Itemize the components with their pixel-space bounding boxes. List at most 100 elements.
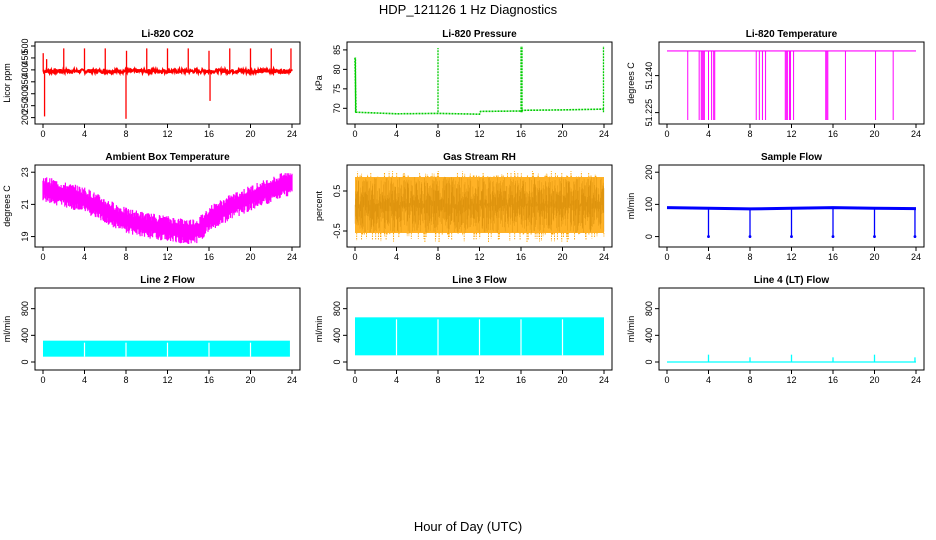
panel-line2: Line 2 Flow ml/min 0 4 8 12 16 20 24 0 400 800 — [2, 275, 301, 385]
x-tick-label: 16 — [828, 129, 838, 139]
y-tick-label: 0.5 — [332, 185, 342, 198]
x-tick-label: 16 — [516, 252, 526, 262]
figure-title: HDP_121126 1 Hz Diagnostics — [378, 2, 558, 17]
x-tick-label: 4 — [394, 375, 399, 385]
x-tick-label: 4 — [706, 129, 711, 139]
y-tick-label: 200 — [644, 165, 654, 180]
y-tick-label: 70 — [332, 103, 342, 113]
x-tick-label: 12 — [162, 252, 172, 262]
series-rh — [354, 171, 605, 243]
x-tick-label: 8 — [123, 252, 128, 262]
y-axis-label: degrees C — [626, 62, 636, 104]
x-tick-label: 8 — [435, 252, 440, 262]
panel-title: Li-820 CO2 — [141, 29, 194, 40]
y-axis-label: ml/min — [626, 316, 636, 343]
x-tick-label: 20 — [869, 129, 879, 139]
flow-band — [43, 340, 290, 357]
x-tick-label: 24 — [287, 252, 297, 262]
x-tick-label: 16 — [828, 252, 838, 262]
y-axis-label: ml/min — [314, 316, 324, 343]
y-tick-label: 500 — [20, 38, 30, 53]
panel-pressure: Li-820 Pressure kPa 0 4 8 12 16 20 24 70 75 80 85 — [314, 29, 613, 139]
x-tick-label: 12 — [162, 129, 172, 139]
x-tick-label: 16 — [204, 129, 214, 139]
sample-flow-dip-point — [790, 235, 793, 238]
panel-rh: Gas Stream RH percent 0 4 8 12 16 20 24 -0.5 0.5 — [314, 152, 613, 262]
y-tick-label: 400 — [644, 328, 654, 343]
sample-flow-dip-point — [913, 235, 917, 238]
x-tick-label: 16 — [516, 129, 526, 139]
x-tick-label: 8 — [747, 252, 752, 262]
x-tick-label: 0 — [40, 375, 45, 385]
panel-co2: Li-820 CO2 Licor ppm 0 4 8 12 16 20 24 2002503003… — [2, 29, 301, 139]
x-tick-label: 0 — [352, 252, 357, 262]
x-tick-label: 20 — [557, 129, 567, 139]
x-tick-label: 4 — [82, 252, 87, 262]
x-tick-label: 24 — [599, 252, 609, 262]
x-tick-label: 24 — [287, 129, 297, 139]
y-tick-label: 800 — [644, 301, 654, 316]
y-axis-label: percent — [314, 190, 324, 221]
x-tick-label: 0 — [40, 252, 45, 262]
x-tick-label: 20 — [869, 252, 879, 262]
x-tick-label: 8 — [123, 375, 128, 385]
y-tick-label: 800 — [20, 301, 30, 316]
panel-line4: Line 4 (LT) Flow ml/min 0 4 8 12 16 20 24 0 400 800 — [626, 275, 925, 385]
x-tick-label: 8 — [435, 129, 440, 139]
x-tick-label: 0 — [664, 375, 669, 385]
y-tick-label: 0 — [644, 359, 654, 364]
y-tick-label: 800 — [332, 301, 342, 316]
y-axis-label: kPa — [314, 75, 324, 91]
series-box_temp — [42, 173, 293, 244]
x-tick-label: 24 — [599, 129, 609, 139]
sample-flow-dip-point — [873, 235, 876, 238]
y-tick-label: 19 — [20, 232, 30, 242]
y-tick-label: 300 — [20, 86, 30, 101]
panel-li820_temp: Li-820 Temperature degrees C 0 4 8 12 16 20 24 51… — [626, 29, 925, 139]
y-tick-label: 250 — [20, 98, 30, 113]
y-tick-label: 350 — [20, 74, 30, 89]
y-tick-label: 200 — [20, 110, 30, 125]
series-sample_flow — [666, 206, 917, 238]
y-axis-label: ml/min — [2, 316, 12, 343]
x-tick-label: 12 — [786, 375, 796, 385]
box-temp-band — [42, 173, 293, 244]
rh-spikes — [356, 171, 605, 243]
y-tick-label: 75 — [332, 84, 342, 94]
x-tick-label: 4 — [706, 252, 711, 262]
x-tick-label: 12 — [162, 375, 172, 385]
x-tick-label: 0 — [664, 129, 669, 139]
series-line4 — [667, 354, 916, 363]
y-axis-label: ml/min — [626, 193, 636, 220]
x-tick-label: 16 — [204, 252, 214, 262]
series-li820_temp — [667, 50, 916, 120]
x-tick-label: 20 — [245, 375, 255, 385]
panel-title: Ambient Box Temperature — [105, 152, 230, 163]
rh-noise — [354, 177, 605, 233]
x-tick-label: 24 — [599, 375, 609, 385]
y-tick-label: 0 — [20, 359, 30, 364]
x-tick-label: 12 — [786, 252, 796, 262]
x-tick-label: 24 — [911, 129, 921, 139]
panel-title: Li-820 Temperature — [746, 29, 838, 40]
x-tick-label: 4 — [82, 129, 87, 139]
x-tick-label: 16 — [516, 375, 526, 385]
panel-sample_flow: Sample Flow ml/min 0 4 8 12 16 20 24 0 100 200 — [626, 152, 925, 262]
x-tick-label: 8 — [435, 375, 440, 385]
y-axis-label: degrees C — [2, 185, 12, 227]
series-line3 — [355, 317, 604, 356]
pressure-line — [354, 57, 605, 116]
sample-flow-dip-point — [831, 235, 835, 238]
x-tick-label: 4 — [706, 375, 711, 385]
y-tick-label: 0 — [644, 234, 654, 239]
y-tick-label: 0 — [332, 359, 342, 364]
x-tick-label: 20 — [245, 252, 255, 262]
x-tick-label: 20 — [245, 129, 255, 139]
x-tick-label: 0 — [352, 375, 357, 385]
y-tick-label: -0.5 — [332, 223, 342, 239]
x-tick-label: 8 — [747, 129, 752, 139]
y-tick-label: 85 — [332, 45, 342, 55]
sample-flow-line — [666, 206, 917, 211]
y-tick-label: 400 — [20, 62, 30, 77]
